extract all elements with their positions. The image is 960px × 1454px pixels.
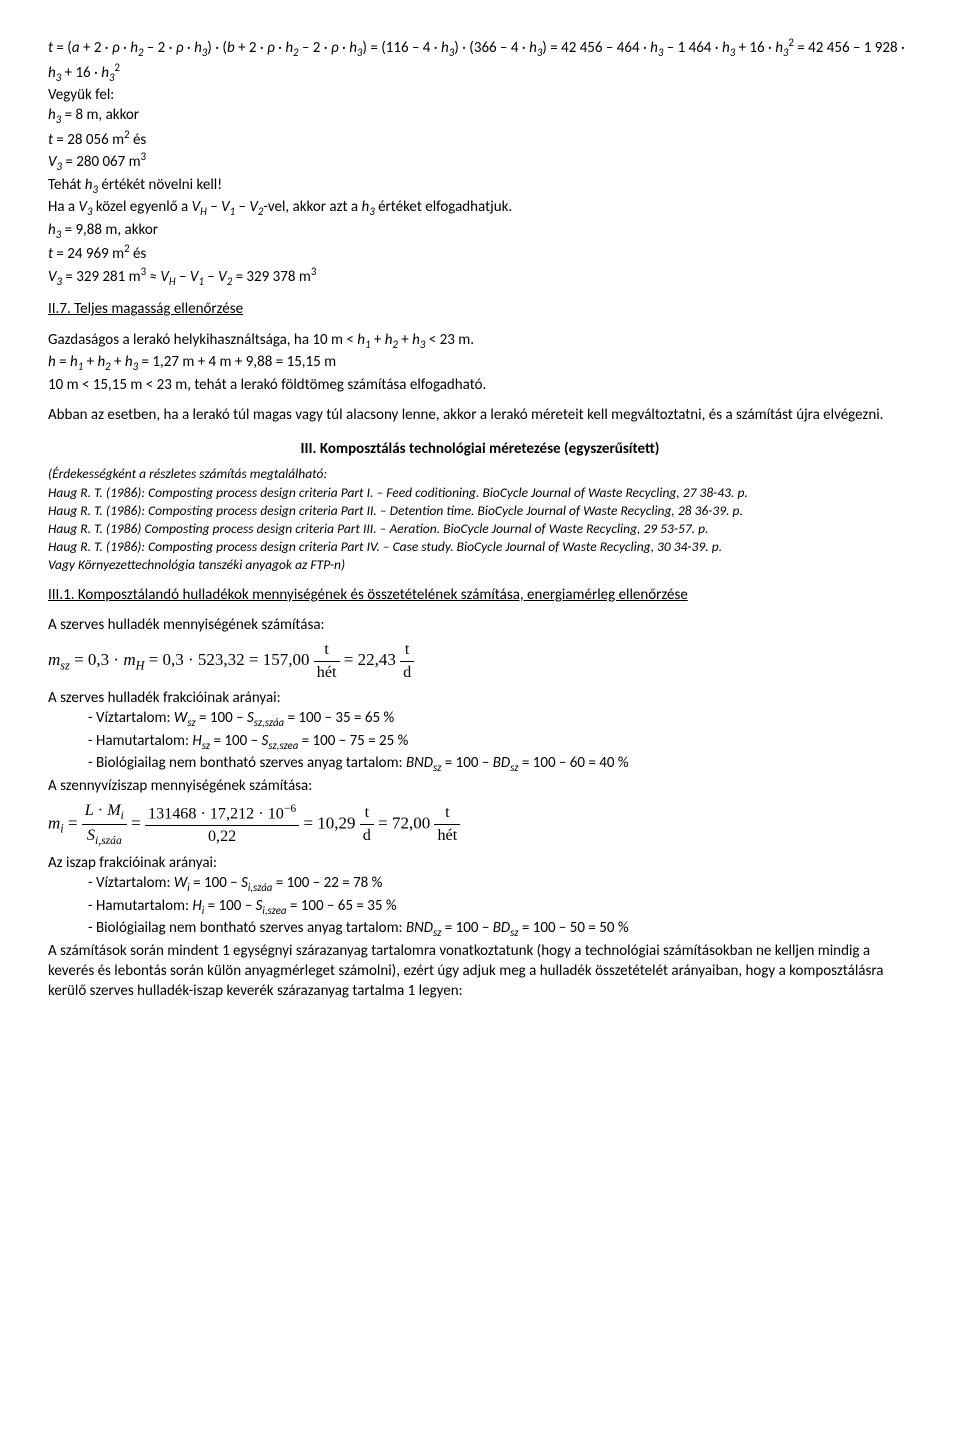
p31b: A szerves hulladék frakcióinak arányai: (48, 688, 912, 708)
ref-5: Vagy Környezettechnológia tanszéki anyag… (48, 556, 912, 574)
p31a: A szerves hulladék mennyiségének számítá… (48, 615, 912, 635)
p31b1: - Víztartalom: Wsz = 100 − Ssz,száa = 10… (88, 708, 912, 731)
p31c: A szennyvíziszap mennyiségének számítása… (48, 776, 912, 796)
eq-block-top: t = (a + 2 · ρ · h2 – 2 · ρ · h3) · (b +… (48, 36, 912, 85)
section-III1-title: III.1. Komposztálandó hulladékok mennyis… (48, 585, 912, 605)
section-II7-title: II.7. Teljes magasság ellenőrzése (48, 299, 912, 319)
p31e: A számítások során mindent 1 egységnyi s… (48, 941, 912, 1002)
line-v3-280067: V3 = 280 067 m3 (48, 150, 912, 175)
frac-t-het-2: thét (434, 802, 460, 847)
ref-4: Haug R. T. (1986): Composting process de… (48, 538, 912, 556)
references-block: (Érdekességként a részletes számítás meg… (48, 465, 912, 574)
equation-msz: msz = 0,3 · mH = 0,3 · 523,32 = 157,00 t… (48, 639, 912, 684)
frac-t-d-2: td (360, 802, 374, 847)
sub-sz: sz (60, 659, 70, 673)
eq1-mid: = 22,43 (344, 650, 396, 669)
p31d1: - Víztartalom: Wi = 100 − Si,száa = 100 … (88, 873, 912, 896)
p31b2: - Hamutartalom: Hsz = 100 − Ssz,szea = 1… (88, 731, 912, 754)
heading-III: III. Komposztálás technológiai méretezés… (48, 439, 912, 459)
ref-intro: (Érdekességként a részletes számítás meg… (48, 465, 912, 483)
frac-numeric: 131468 · 17,212 · 10−6 0,22 (145, 801, 299, 848)
frac-t-het: thét (314, 639, 340, 684)
line-t-28056: t = 28 056 m2 és (48, 128, 912, 150)
line-ha-v3: Ha a V3 közel egyenlő a VH – V1 – V2-vel… (48, 197, 912, 220)
p27d: Abban az esetben, ha a lerakó túl magas … (48, 405, 912, 425)
line-t-24969: t = 24 969 m2 és (48, 242, 912, 264)
line-v3-329281: V3 = 329 281 m3 ≈ VH – V1 – V2 = 329 378… (48, 265, 912, 290)
eq1-expr: = 0,3 · mH = 0,3 · 523,32 = 157,00 (74, 650, 309, 669)
line-h3-8: h3 = 8 m, akkor (48, 105, 912, 128)
equation-mi: mi = L · Mi Si,száa = 131468 · 17,212 · … (48, 800, 912, 849)
frac-t-d: td (400, 639, 414, 684)
frac-LM-S: L · Mi Si,száa (82, 800, 127, 849)
ref-3: Haug R. T. (1986) Composting process des… (48, 520, 912, 538)
line-tehat: Tehát h3 értékét növelni kell! (48, 175, 912, 198)
p27b: h = h1 + h2 + h3 = 1,27 m + 4 m + 9,88 =… (48, 352, 912, 375)
p31d: Az iszap frakcióinak arányai: (48, 853, 912, 873)
p31d3: - Biológiailag nem bontható szerves anya… (88, 918, 912, 941)
ref-2: Haug R. T. (1986): Composting process de… (48, 502, 912, 520)
var-m: m (48, 650, 60, 669)
p31d2: - Hamutartalom: Hi = 100 − Si,szea = 100… (88, 896, 912, 919)
ref-1: Haug R. T. (1986): Composting process de… (48, 484, 912, 502)
p27c: 10 m < 15,15 m < 23 m, tehát a lerakó fö… (48, 375, 912, 395)
line-h3-988: h3 = 9,88 m, akkor (48, 220, 912, 243)
p31b3: - Biológiailag nem bontható szerves anya… (88, 753, 912, 776)
p27a: Gazdaságos a lerakó helykihasználtsága, … (48, 330, 912, 353)
line-vegyuk: Vegyük fel: (48, 85, 912, 105)
